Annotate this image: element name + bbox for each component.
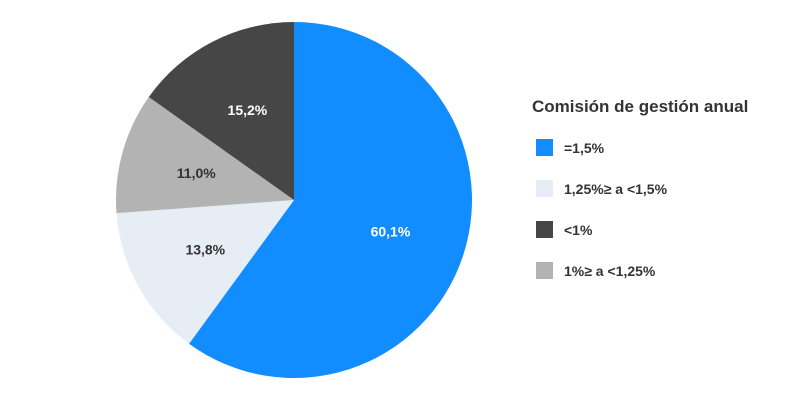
pie-slice-1-5 xyxy=(189,22,472,378)
pie-slice-value-label: 13,8% xyxy=(185,241,225,257)
legend-item: =1,5% xyxy=(536,139,605,156)
pie-slice-labels: 60,1% 13,8% 11,0% 15,2% xyxy=(177,102,411,257)
legend-swatch xyxy=(536,221,553,238)
legend-label: 1%≥ a <1,25% xyxy=(564,263,656,279)
pie-slice-value-label: 60,1% xyxy=(371,223,411,239)
pie-slices xyxy=(116,22,472,378)
legend-label: <1% xyxy=(564,222,593,238)
pie-slice-value-label: 11,0% xyxy=(177,165,216,181)
legend-item: 1,25%≥ a <1,5% xyxy=(536,180,668,197)
legend-swatch xyxy=(536,262,553,279)
legend-swatch xyxy=(536,139,553,156)
pie-slice-1 xyxy=(148,22,294,200)
pie-slice-value-label: 15,2% xyxy=(228,102,268,118)
legend: Comisión de gestión anual =1,5% 1,25%≥ a … xyxy=(532,97,748,279)
legend-label: =1,5% xyxy=(564,140,605,156)
legend-swatch xyxy=(536,180,553,197)
pie-slice-1-25-a-1-5 xyxy=(116,200,294,344)
pie-slice-1-a-1-25 xyxy=(116,97,295,214)
legend-title: Comisión de gestión anual xyxy=(532,97,748,116)
legend-item: 1%≥ a <1,25% xyxy=(536,262,656,279)
legend-label: 1,25%≥ a <1,5% xyxy=(564,181,668,197)
legend-item: <1% xyxy=(536,221,593,238)
